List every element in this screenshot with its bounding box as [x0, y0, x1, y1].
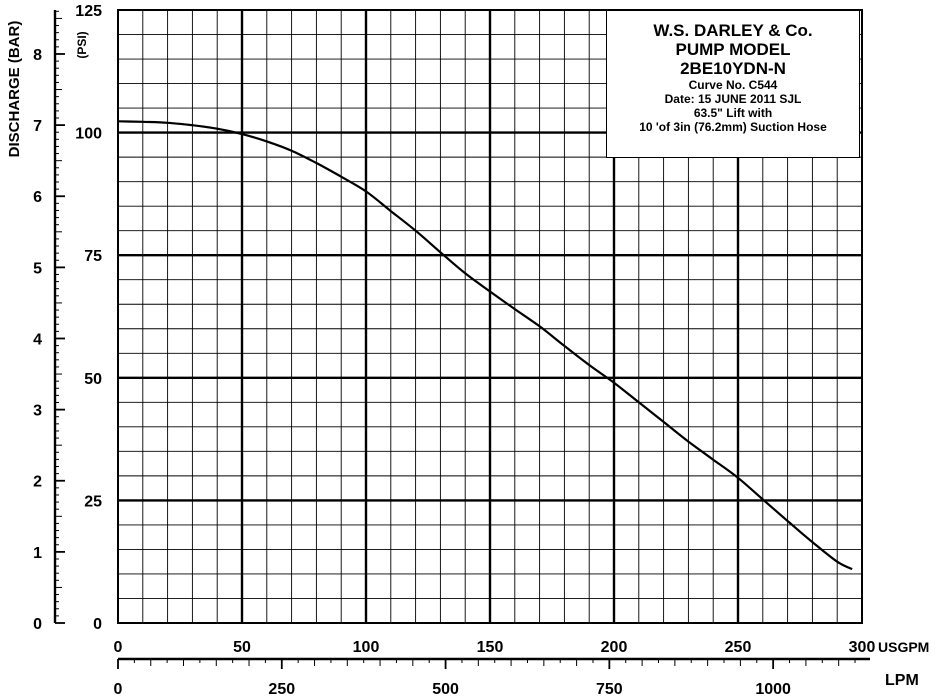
y-tick-label-bar: 6 [33, 189, 42, 206]
y-tick-label-psi: 0 [93, 616, 102, 633]
y-label-psi: (PSI) [75, 31, 89, 59]
y-tick-label-psi: 25 [84, 493, 102, 510]
pump-curve-line [117, 120, 853, 571]
major-grid [118, 10, 862, 623]
x-unit-usgpm: USGPM [878, 639, 929, 655]
title-company: W.S. DARLEY & Co. [653, 21, 813, 40]
title-lift: 63.5" Lift with [693, 106, 773, 120]
y-tick-label-psi: 50 [84, 371, 102, 388]
y-label-bar: DISCHARGE (BAR) [6, 20, 23, 158]
y-tick-label-psi: 125 [75, 3, 102, 20]
tick-labels: 0 25 50 75 100 125 0 1 2 3 4 5 6 7 8 0 50 100 150 200 250 300… [33, 3, 875, 698]
y-tick-label-bar: 3 [33, 403, 42, 420]
x-tick-label-usgpm: 0 [114, 639, 123, 656]
title-date: Date: 15 JUNE 2011 SJL [664, 92, 802, 106]
x-unit-lpm: LPM [885, 672, 919, 689]
x-tick-label-lpm: 1000 [755, 681, 791, 698]
title-box: W.S. DARLEY & Co. PUMP MODEL 2BE10YDN-N … [606, 10, 860, 158]
x-tick-label-usgpm: 50 [233, 639, 251, 656]
x-tick-label-usgpm: 250 [725, 639, 752, 656]
title-curve-number: Curve No. C544 [688, 78, 778, 92]
axes [53, 10, 870, 669]
y-tick-label-bar: 7 [33, 118, 42, 135]
x-tick-label-lpm: 750 [596, 681, 623, 698]
title-pump-model: PUMP MODEL [675, 40, 791, 59]
y-tick-label-psi: 100 [75, 126, 102, 143]
x-tick-label-lpm: 500 [432, 681, 459, 698]
y-tick-label-bar: 1 [33, 545, 42, 562]
x-tick-label-lpm: 250 [268, 681, 295, 698]
y-tick-label-bar: 2 [33, 474, 42, 491]
title-model-number: 2BE10YDN-N [680, 59, 786, 78]
y-tick-label-bar: 4 [33, 331, 42, 348]
x-tick-label-usgpm: 300 [849, 639, 876, 656]
x-tick-label-lpm: 0 [114, 681, 123, 698]
x-tick-label-usgpm: 150 [477, 639, 504, 656]
plot-frame [117, 9, 863, 624]
x-tick-label-usgpm: 100 [353, 639, 380, 656]
y-tick-label-bar: 0 [33, 616, 42, 633]
y-tick-label-psi: 75 [84, 248, 102, 265]
y-tick-label-bar: 8 [33, 47, 42, 64]
title-suction-hose: 10 'of 3in (76.2mm) Suction Hose [639, 120, 827, 134]
y-tick-label-bar: 5 [33, 260, 42, 277]
x-tick-label-usgpm: 200 [601, 639, 628, 656]
